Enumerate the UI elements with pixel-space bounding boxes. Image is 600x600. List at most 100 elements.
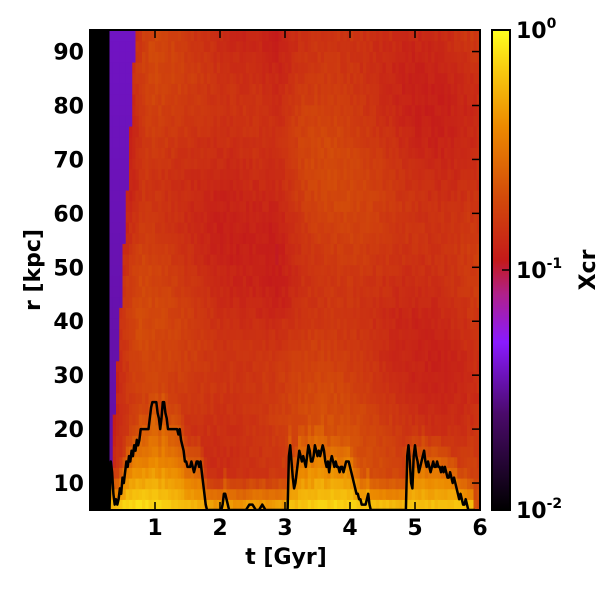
- heatmap-cell: [376, 190, 380, 202]
- heatmap-cell: [252, 275, 257, 287]
- heatmap-cell: [259, 254, 263, 266]
- heatmap-cell: [171, 371, 176, 383]
- heatmap-cell: [138, 264, 143, 276]
- heatmap-cell: [268, 286, 273, 298]
- heatmap-cell: [93, 435, 98, 447]
- heatmap-cell: [346, 467, 351, 479]
- heatmap-cell: [236, 467, 241, 479]
- heatmap-cell: [148, 424, 153, 436]
- heatmap-cell: [411, 94, 416, 106]
- heatmap-cell: [405, 318, 410, 330]
- heatmap-cell: [411, 104, 416, 116]
- heatmap-cell: [340, 94, 345, 106]
- heatmap-cell: [122, 232, 127, 244]
- heatmap-cell: [90, 51, 94, 63]
- heatmap-cell: [236, 232, 241, 244]
- heatmap-cell: [151, 179, 156, 191]
- heatmap-cell: [320, 328, 325, 340]
- heatmap-cell: [285, 456, 289, 468]
- heatmap-cell: [99, 424, 104, 436]
- heatmap-cell: [330, 499, 335, 510]
- heatmap-cell: [369, 126, 374, 138]
- heatmap-cell: [132, 307, 137, 319]
- heatmap-cell: [369, 499, 374, 510]
- heatmap-cell: [272, 51, 276, 63]
- heatmap-cell: [220, 83, 224, 95]
- heatmap-cell: [229, 83, 234, 95]
- heatmap-cell: [125, 435, 130, 447]
- heatmap-cell: [138, 30, 143, 42]
- heatmap-cell: [239, 403, 244, 415]
- heatmap-cell: [151, 168, 156, 180]
- heatmap-cell: [203, 136, 208, 148]
- heatmap-cell: [314, 243, 319, 255]
- heatmap-cell: [421, 318, 426, 330]
- heatmap-cell: [158, 158, 163, 170]
- heatmap-cell: [220, 488, 224, 500]
- heatmap-cell: [158, 30, 163, 42]
- heatmap-cell: [298, 40, 302, 52]
- heatmap-cell: [395, 403, 400, 415]
- heatmap-cell: [233, 414, 237, 426]
- heatmap-cell: [148, 222, 153, 234]
- heatmap-cell: [382, 40, 387, 52]
- heatmap-cell: [311, 179, 315, 191]
- heatmap-cell: [184, 446, 189, 458]
- heatmap-cell: [129, 158, 133, 170]
- heatmap-cell: [96, 222, 101, 234]
- heatmap-cell: [207, 456, 211, 468]
- heatmap-cell: [125, 414, 130, 426]
- heatmap-cell: [239, 136, 244, 148]
- heatmap-cell: [311, 478, 315, 490]
- heatmap-cell: [333, 190, 338, 202]
- heatmap-cell: [132, 115, 137, 127]
- heatmap-cell: [366, 104, 371, 116]
- heatmap-cell: [190, 30, 195, 42]
- heatmap-cell: [437, 296, 442, 308]
- heatmap-cell: [327, 222, 332, 234]
- heatmap-cell: [99, 392, 104, 404]
- heatmap-cell: [272, 328, 276, 340]
- heatmap-cell: [398, 30, 403, 42]
- heatmap-cell: [402, 467, 406, 479]
- heatmap-cell: [229, 414, 234, 426]
- heatmap-cell: [385, 478, 390, 490]
- heatmap-cell: [161, 147, 166, 159]
- heatmap-cell: [138, 211, 143, 223]
- heatmap-cell: [151, 328, 156, 340]
- heatmap-cell: [340, 115, 345, 127]
- heatmap-cell: [324, 136, 328, 148]
- heatmap-cell: [298, 382, 302, 394]
- heatmap-cell: [291, 94, 296, 106]
- heatmap-cell: [402, 40, 406, 52]
- heatmap-cell: [262, 296, 267, 308]
- heatmap-cell: [421, 435, 426, 447]
- heatmap-cell: [333, 147, 338, 159]
- heatmap-cell: [437, 392, 442, 404]
- heatmap-cell: [171, 339, 176, 351]
- heatmap-cell: [330, 286, 335, 298]
- heatmap-cell: [116, 147, 120, 159]
- heatmap-cell: [317, 254, 322, 266]
- heatmap-cell: [372, 318, 377, 330]
- heatmap-cell: [96, 104, 101, 116]
- heatmap-cell: [353, 414, 358, 426]
- heatmap-cell: [151, 382, 156, 394]
- heatmap-cell: [392, 158, 397, 170]
- heatmap-cell: [389, 318, 393, 330]
- heatmap-cell: [418, 243, 423, 255]
- heatmap-cell: [177, 232, 182, 244]
- heatmap-cell: [320, 147, 325, 159]
- heatmap-cell: [278, 147, 283, 159]
- heatmap-cell: [236, 446, 241, 458]
- heatmap-cell: [372, 136, 377, 148]
- heatmap-cell: [395, 115, 400, 127]
- heatmap-cell: [356, 424, 361, 436]
- heatmap-cell: [366, 211, 371, 223]
- heatmap-cell: [106, 339, 111, 351]
- heatmap-cell: [242, 371, 247, 383]
- heatmap-cell: [177, 40, 182, 52]
- heatmap-cell: [363, 296, 367, 308]
- heatmap-cell: [275, 307, 280, 319]
- heatmap-cell: [298, 147, 302, 159]
